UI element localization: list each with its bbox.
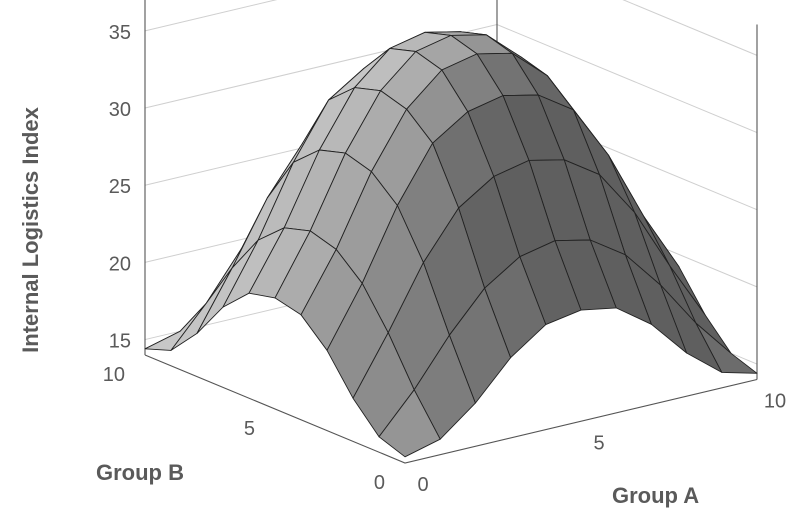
surface-mesh	[144, 31, 758, 458]
y-tick-label: 5	[244, 418, 255, 440]
z-tick-label: 25	[109, 176, 131, 198]
tick-labels: 15 20 25 30 35 0 5 10 0 5 10	[103, 22, 786, 496]
x-tick-label: 10	[764, 391, 786, 413]
frame-floor	[144, 354, 758, 464]
surface-cell	[378, 389, 441, 458]
z-tick-label: 20	[109, 253, 131, 275]
z-tick-label: 15	[109, 331, 131, 353]
y-axis-title: Group B	[96, 460, 184, 485]
x-tick-label: 0	[417, 474, 428, 496]
x-axis-title: Group A	[612, 483, 699, 508]
x-tick-label: 5	[593, 432, 604, 454]
z-axis-title: Internal Logistics Index	[18, 106, 43, 352]
y-tick-label: 0	[374, 472, 385, 494]
gridline-z-35	[144, 0, 758, 56]
surface-cell	[170, 267, 233, 351]
z-tick-label: 35	[109, 22, 131, 44]
z-tick-label: 30	[109, 99, 131, 121]
y-tick-label: 10	[103, 364, 125, 386]
